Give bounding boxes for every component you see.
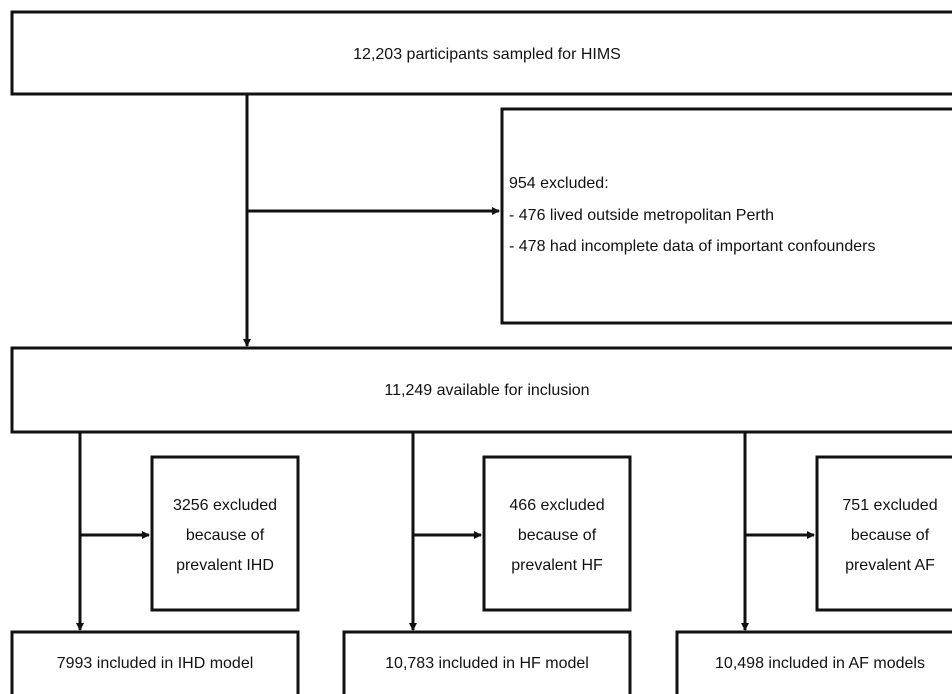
box-label: prevalent IHD <box>176 557 274 574</box>
box-label: 7993 included in IHD model <box>57 655 254 672</box>
box-label: - 476 lived outside metropolitan Perth <box>509 207 774 224</box>
box <box>10 10 952 96</box>
box <box>10 630 300 694</box>
box-label: - 478 had incomplete data of important c… <box>509 238 875 255</box>
box <box>342 630 632 694</box>
box-label: 466 excluded <box>509 497 604 514</box>
box <box>482 455 632 612</box>
box <box>815 455 952 612</box>
box-label: because of <box>518 527 597 544</box>
box <box>10 346 952 434</box>
box-label: 751 excluded <box>842 497 937 514</box>
box <box>150 455 300 612</box>
box-label: because of <box>186 527 265 544</box>
box-label: 10,498 included in AF models <box>715 655 925 672</box>
box <box>675 630 952 694</box>
box <box>500 107 952 325</box>
box-label: because of <box>851 527 930 544</box>
box-label: 11,249 available for inclusion <box>384 382 589 399</box>
box-label: prevalent HF <box>511 557 603 574</box>
box-label: 12,203 participants sampled for HIMS <box>353 46 621 63</box>
box-label: 954 excluded: <box>509 175 609 192</box>
box-label: 3256 excluded <box>173 497 277 514</box>
box-label: 10,783 included in HF model <box>385 655 589 672</box>
box-label: prevalent AF <box>845 557 935 574</box>
